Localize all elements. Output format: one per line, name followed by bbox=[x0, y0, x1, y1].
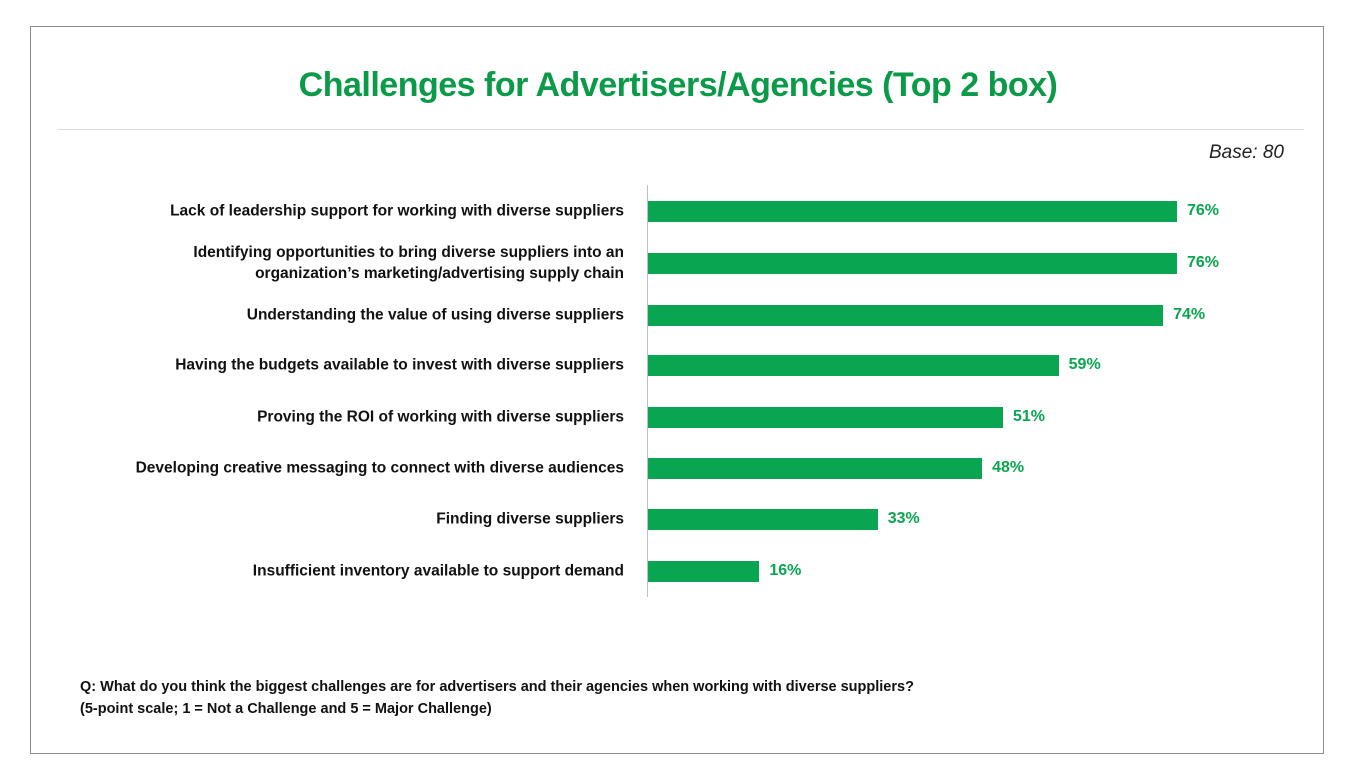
data-label: 76% bbox=[1187, 202, 1220, 219]
category-label: Identifying opportunities to bring diver… bbox=[64, 242, 624, 284]
bar bbox=[648, 508, 878, 530]
title-divider bbox=[58, 129, 1304, 130]
category-label: Proving the ROI of working with diverse … bbox=[64, 407, 624, 428]
category-label-line: Developing creative messaging to connect… bbox=[135, 459, 624, 477]
category-label: Finding diverse suppliers bbox=[64, 509, 624, 530]
category-label: Understanding the value of using diverse… bbox=[64, 305, 624, 326]
category-label: Insufficient inventory available to supp… bbox=[64, 561, 624, 582]
category-label-line: Lack of leadership support for working w… bbox=[170, 202, 624, 220]
bar bbox=[648, 304, 1164, 326]
question-text: Q: What do you think the biggest challen… bbox=[80, 679, 914, 695]
data-label: 48% bbox=[992, 459, 1025, 476]
category-label-line: Having the budgets available to invest w… bbox=[175, 356, 624, 374]
chart-title: Challenges for Advertisers/Agencies (Top… bbox=[298, 66, 1058, 104]
category-axis-line bbox=[647, 185, 648, 597]
bar bbox=[648, 457, 983, 479]
bar bbox=[648, 200, 1177, 222]
bar bbox=[648, 406, 1003, 428]
data-label: 76% bbox=[1187, 254, 1220, 271]
scale-note: (5-point scale; 1 = Not a Challenge and … bbox=[80, 701, 492, 717]
survey-question: Q: What do you think the biggest challen… bbox=[80, 676, 914, 720]
category-label: Developing creative messaging to connect… bbox=[64, 458, 624, 479]
category-label-line: Understanding the value of using diverse… bbox=[246, 306, 624, 324]
category-label-line: Finding diverse suppliers bbox=[436, 510, 624, 528]
data-label: 59% bbox=[1068, 356, 1101, 373]
base-note: Base: 80 bbox=[1209, 142, 1284, 163]
bar bbox=[648, 252, 1177, 274]
category-label-line: Proving the ROI of working with diverse … bbox=[257, 408, 624, 426]
data-label: 16% bbox=[769, 562, 802, 579]
data-label: 33% bbox=[887, 510, 920, 527]
category-label-line: Insufficient inventory available to supp… bbox=[252, 562, 624, 580]
data-label: 74% bbox=[1173, 306, 1206, 323]
category-label-line: Identifying opportunities to bring diver… bbox=[193, 244, 624, 261]
category-label: Having the budgets available to invest w… bbox=[64, 355, 624, 376]
data-label: 51% bbox=[1012, 408, 1046, 425]
category-label: Lack of leadership support for working w… bbox=[64, 201, 624, 222]
category-label-line: organization’s marketing/advertising sup… bbox=[255, 265, 624, 282]
bar bbox=[648, 354, 1059, 376]
slide-frame bbox=[30, 26, 1324, 754]
bar bbox=[648, 560, 760, 582]
